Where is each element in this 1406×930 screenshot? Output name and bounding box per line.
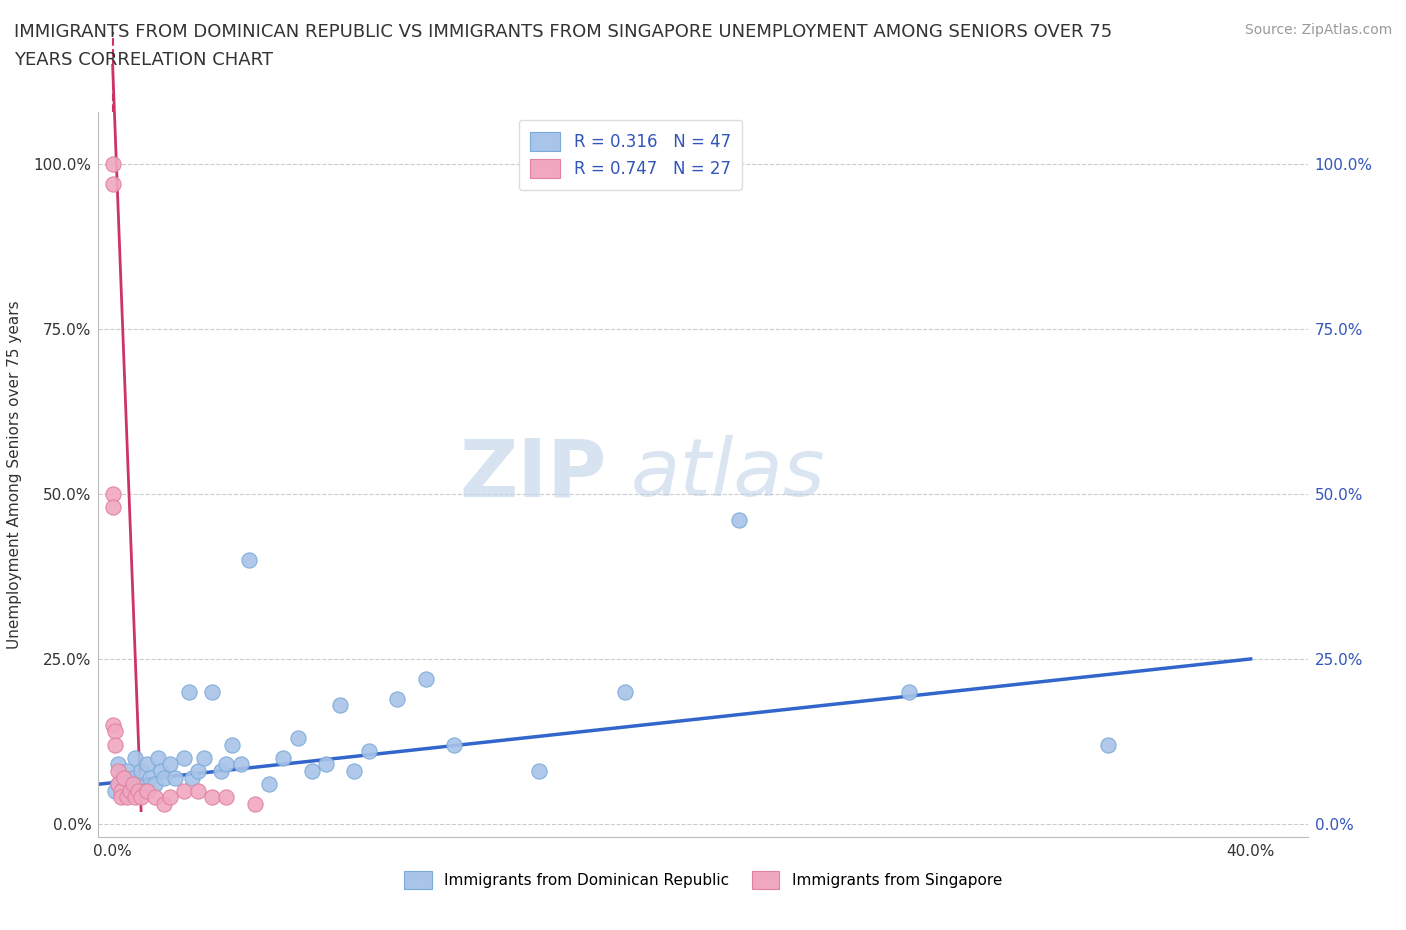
Point bbox=[173, 751, 195, 765]
Point bbox=[107, 764, 129, 778]
Text: Source: ZipAtlas.com: Source: ZipAtlas.com bbox=[1244, 23, 1392, 37]
Point bbox=[112, 783, 135, 798]
Point bbox=[104, 737, 127, 752]
Point bbox=[143, 777, 166, 791]
Point bbox=[115, 790, 138, 804]
Text: YEARS CORRELATION CHART: YEARS CORRELATION CHART bbox=[14, 51, 273, 69]
Point bbox=[209, 764, 232, 778]
Point bbox=[110, 783, 132, 798]
Point bbox=[221, 737, 243, 752]
Point bbox=[101, 157, 124, 172]
Point bbox=[107, 777, 129, 791]
Point bbox=[159, 757, 181, 772]
Point bbox=[357, 744, 380, 759]
Point bbox=[529, 764, 551, 778]
Point bbox=[135, 783, 157, 798]
Legend: Immigrants from Dominican Republic, Immigrants from Singapore: Immigrants from Dominican Republic, Immi… bbox=[398, 865, 1008, 895]
Point bbox=[173, 783, 195, 798]
Point bbox=[287, 731, 309, 746]
Y-axis label: Unemployment Among Seniors over 75 years: Unemployment Among Seniors over 75 years bbox=[7, 300, 22, 648]
Point bbox=[124, 751, 146, 765]
Point bbox=[273, 751, 295, 765]
Point bbox=[146, 751, 169, 765]
Point bbox=[181, 770, 204, 785]
Point bbox=[129, 790, 152, 804]
Point bbox=[124, 790, 146, 804]
Point bbox=[153, 797, 176, 812]
Point bbox=[135, 757, 157, 772]
Point bbox=[727, 513, 749, 528]
Point bbox=[238, 552, 260, 567]
Point bbox=[301, 764, 323, 778]
Point bbox=[101, 177, 124, 192]
Point bbox=[215, 790, 238, 804]
Point bbox=[101, 717, 124, 732]
Point bbox=[150, 764, 173, 778]
Point bbox=[138, 770, 160, 785]
Point bbox=[165, 770, 187, 785]
Point bbox=[118, 777, 141, 791]
Point bbox=[127, 777, 149, 791]
Point bbox=[104, 783, 127, 798]
Point bbox=[107, 777, 129, 791]
Point bbox=[201, 684, 224, 699]
Point bbox=[121, 777, 143, 791]
Point bbox=[121, 770, 143, 785]
Point bbox=[129, 764, 152, 778]
Point bbox=[110, 770, 132, 785]
Point bbox=[159, 790, 181, 804]
Point bbox=[343, 764, 366, 778]
Point bbox=[215, 757, 238, 772]
Point bbox=[132, 783, 155, 798]
Point bbox=[229, 757, 252, 772]
Point bbox=[153, 770, 176, 785]
Text: IMMIGRANTS FROM DOMINICAN REPUBLIC VS IMMIGRANTS FROM SINGAPORE UNEMPLOYMENT AMO: IMMIGRANTS FROM DOMINICAN REPUBLIC VS IM… bbox=[14, 23, 1112, 41]
Point bbox=[443, 737, 465, 752]
Point bbox=[329, 698, 352, 712]
Point bbox=[243, 797, 266, 812]
Point bbox=[315, 757, 337, 772]
Point bbox=[107, 757, 129, 772]
Point bbox=[187, 783, 209, 798]
Point bbox=[385, 691, 408, 706]
Point bbox=[143, 790, 166, 804]
Point bbox=[118, 783, 141, 798]
Point bbox=[613, 684, 636, 699]
Point bbox=[104, 724, 127, 739]
Point bbox=[112, 770, 135, 785]
Point bbox=[101, 486, 124, 501]
Point bbox=[898, 684, 921, 699]
Text: atlas: atlas bbox=[630, 435, 825, 513]
Point bbox=[179, 684, 201, 699]
Point bbox=[415, 671, 437, 686]
Point bbox=[187, 764, 209, 778]
Text: ZIP: ZIP bbox=[458, 435, 606, 513]
Point bbox=[110, 790, 132, 804]
Point bbox=[127, 783, 149, 798]
Point bbox=[1097, 737, 1119, 752]
Point bbox=[201, 790, 224, 804]
Point bbox=[257, 777, 280, 791]
Point bbox=[193, 751, 215, 765]
Point bbox=[101, 499, 124, 514]
Point bbox=[115, 764, 138, 778]
